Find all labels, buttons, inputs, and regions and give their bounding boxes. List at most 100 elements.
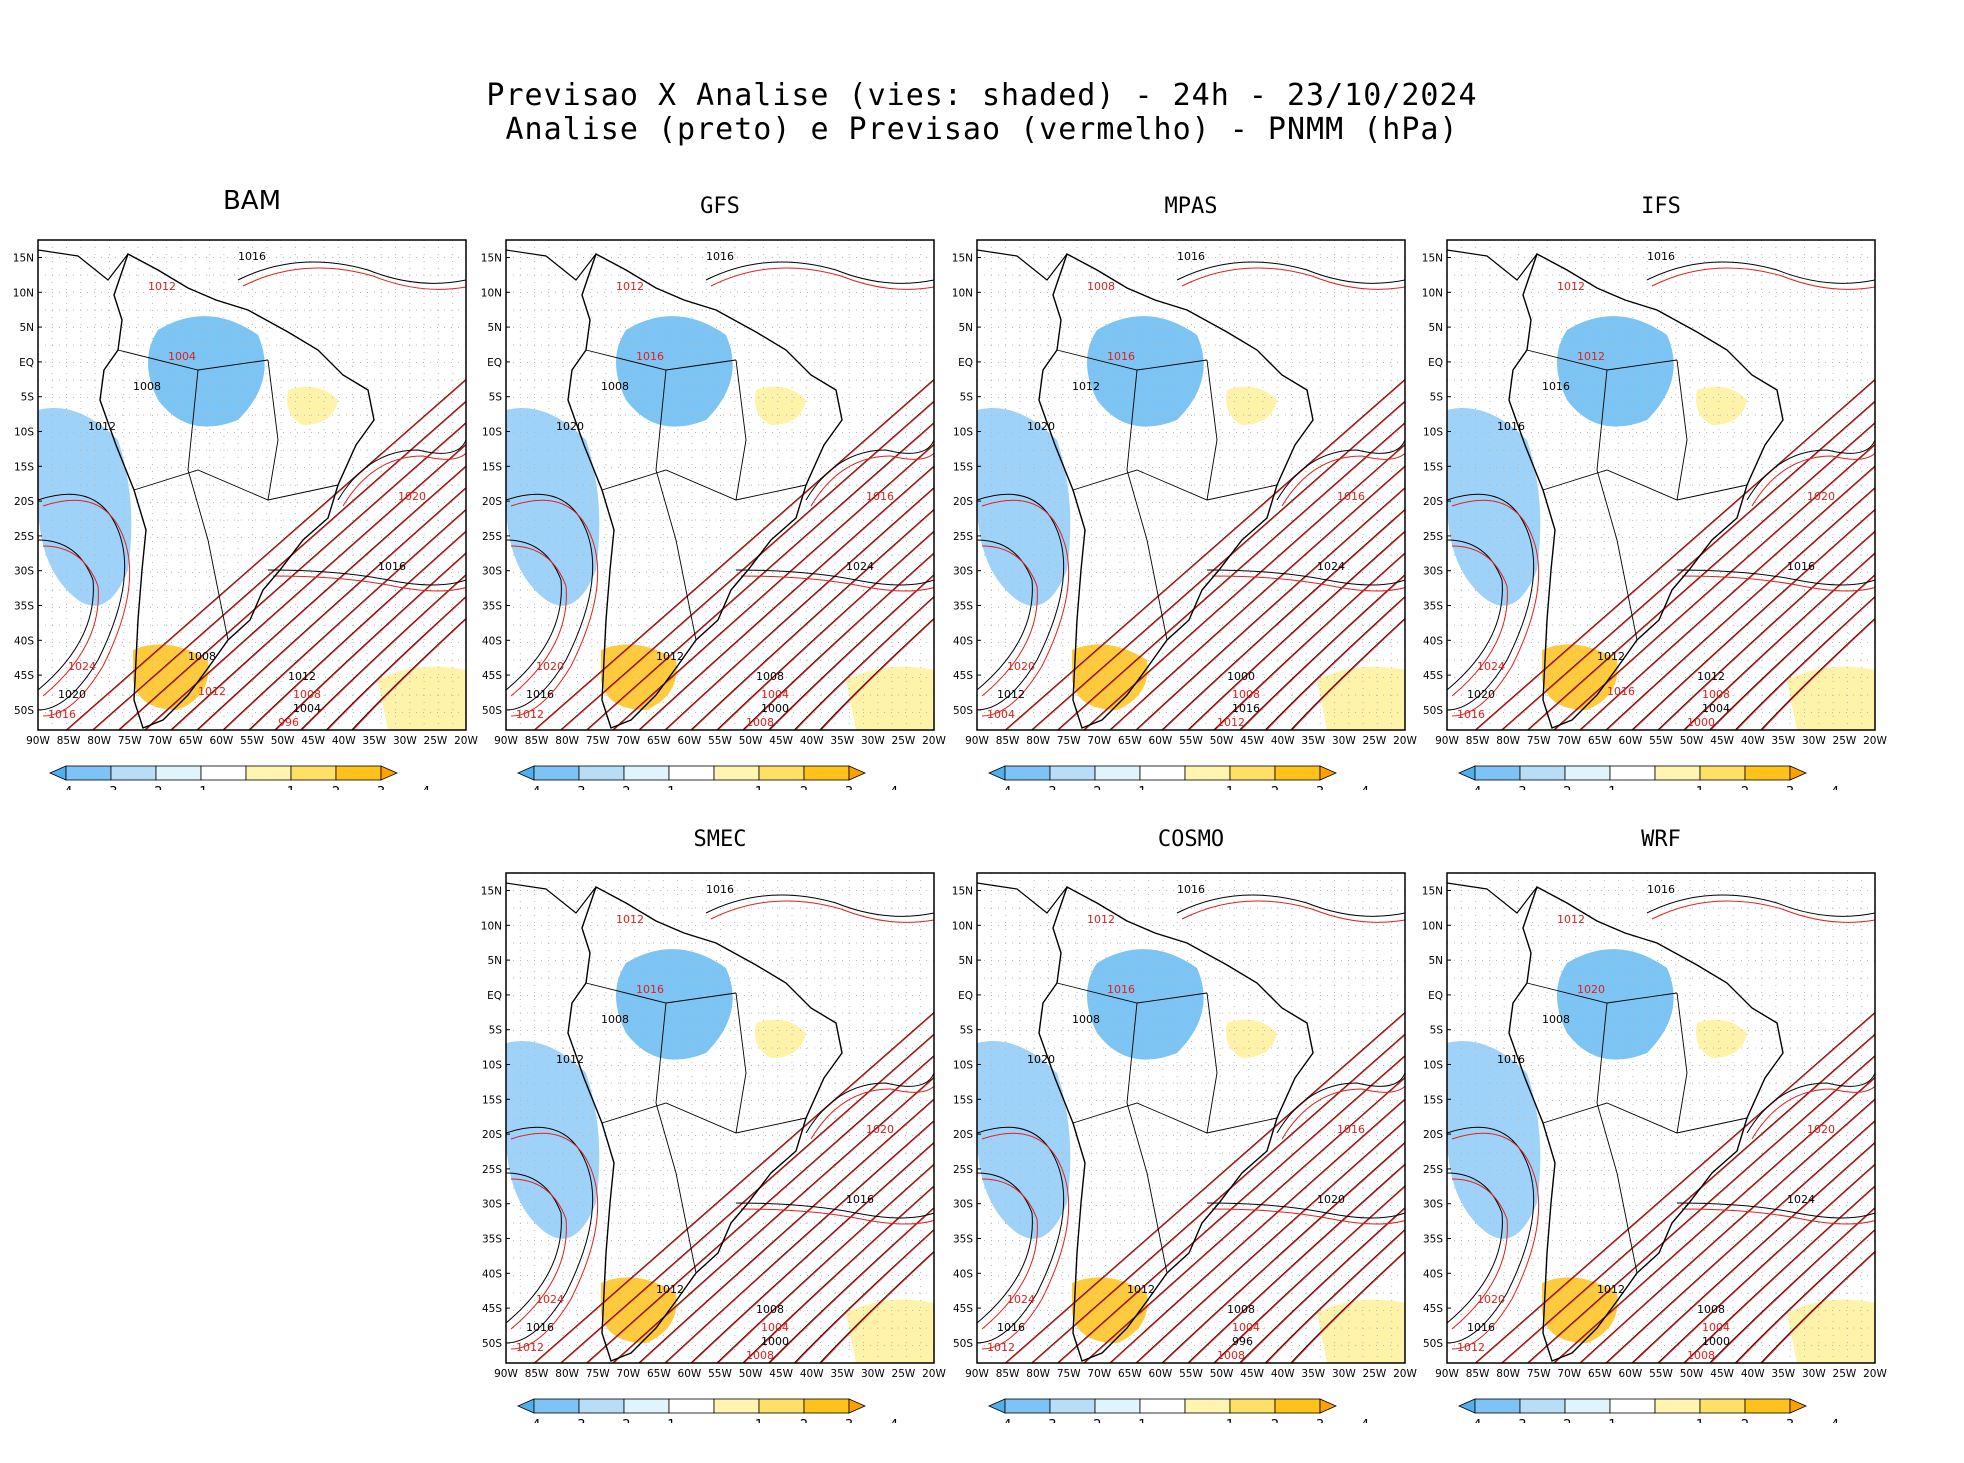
country-border — [1676, 359, 1688, 501]
forecast-isobar — [1553, 1077, 1875, 1363]
analysis-isobar — [1176, 894, 1405, 917]
longitude-tick-label: 65W — [647, 1368, 671, 1380]
contour-label: 1016 — [1542, 380, 1570, 393]
negative-bias-area — [506, 408, 600, 606]
colorbar-segment — [578, 765, 625, 781]
map-frame — [37, 239, 467, 731]
map-frame — [976, 872, 1406, 1364]
map-plot: 1016100810121016102010161024102010121004… — [952, 239, 1417, 790]
longitude-tick-label: 80W — [1496, 735, 1520, 747]
colorbar-segment — [713, 765, 760, 781]
latitude-tick-label: 30S — [1423, 1199, 1443, 1211]
contour-label: 1020 — [866, 1123, 894, 1136]
forecast-isobar — [1281, 452, 1405, 507]
map-plot: 1016 1012 1008 1020 1016 1020 1024 1020 1016 1012… — [1422, 872, 1887, 1423]
country-border — [601, 469, 807, 501]
panel-bam: BAM 1016 1012 1008 1004 1012 1020 1016 1024 1020 1… — [2, 186, 492, 830]
colorbar-label: 4 — [890, 1418, 898, 1423]
latitude-tick-label: 40S — [1423, 635, 1443, 647]
contour-label: 1012 — [1597, 650, 1625, 663]
forecast-isobar — [1083, 1077, 1405, 1363]
longitude-tick-label: 90W — [965, 1368, 989, 1380]
forecast-isobar — [1632, 1142, 1875, 1363]
longitude-tick-label: 55W — [708, 735, 732, 747]
negative-bias-area — [38, 408, 132, 606]
longitude-tick-label: 45W — [1240, 735, 1264, 747]
forecast-isobar — [1632, 509, 1875, 730]
panel-title: SMEC — [693, 827, 747, 852]
contour-label: 1012 — [1557, 913, 1585, 926]
longitude-tick-label: 65W — [1588, 1368, 1612, 1380]
forecast-isobar — [1451, 1132, 1540, 1350]
analysis-isobar — [819, 617, 934, 730]
contour-label: 1024 — [536, 1293, 564, 1306]
contour-label: 1000 — [1227, 670, 1255, 683]
latitude-tick-label: 25S — [1423, 1164, 1443, 1176]
panel-title: BAM — [222, 186, 282, 216]
forecast-isobar — [1475, 1012, 1875, 1363]
country-border — [735, 992, 747, 1134]
longitude-tick-label: 80W — [87, 735, 111, 747]
colorbar-segment — [533, 765, 580, 781]
contour-label: 1024 — [1007, 1293, 1035, 1306]
longitude-tick-label: 75W — [1527, 1368, 1551, 1380]
longitude-tick-label: 40W — [800, 735, 824, 747]
contour-label: 1016 — [1787, 560, 1815, 573]
contour-label: 1020 — [58, 688, 86, 701]
forecast-isobar — [1162, 1142, 1405, 1363]
analysis-isobar — [1276, 439, 1405, 501]
latitude-tick-label: 20S — [482, 1129, 502, 1141]
forecast-isobar — [534, 1012, 934, 1363]
forecast-isobar — [352, 618, 466, 730]
negative-bias-area — [1447, 1041, 1541, 1239]
country-border — [1126, 1002, 1168, 1274]
contour-label: 1016 — [1607, 685, 1635, 698]
contour-label: 1008 — [1687, 1349, 1715, 1362]
analysis-isobar — [1276, 1072, 1405, 1134]
longitude-tick-label: 30W — [861, 735, 885, 747]
colorbar-label: 3 — [845, 785, 853, 790]
map-area: 1016 1012 1008 1016 1012 1020 1016 1024 1016 1012… — [481, 872, 946, 1380]
forecast-isobar — [300, 574, 466, 730]
forecast-isobar — [1109, 1098, 1405, 1363]
longitude-tick-label: 30W — [861, 1368, 885, 1380]
latitude-tick-label: 10S — [14, 427, 34, 439]
forecast-isobar — [510, 545, 567, 697]
negative-bias-area — [1447, 408, 1541, 606]
longitude-tick-label: 30W — [393, 735, 417, 747]
latitude-tick-label: 40S — [953, 635, 973, 647]
contour-label: 1012 — [556, 1053, 584, 1066]
forecast-isobar — [510, 1178, 567, 1330]
forecast-isobar — [768, 1207, 934, 1363]
colorbar-label: 3 — [1316, 785, 1324, 790]
longitude-tick-label: 90W — [26, 735, 50, 747]
contour-label: 1020 — [398, 490, 426, 503]
contour-label: 1012 — [1457, 1341, 1485, 1354]
analysis-isobar — [1734, 595, 1875, 730]
contour-label: 1024 — [68, 660, 96, 673]
latitude-tick-label: 50S — [1423, 705, 1443, 717]
colorbar-segment — [1699, 765, 1746, 781]
forecast-isobar — [638, 1098, 934, 1363]
panel-title: COSMO — [1157, 827, 1225, 852]
map-frame — [976, 239, 1406, 731]
forecast-isobar — [1281, 1085, 1405, 1140]
colorbar-label: 4 — [1361, 1418, 1369, 1423]
colorbar-label: -4 — [999, 785, 1012, 790]
forecast-isobar — [223, 509, 466, 730]
coastline — [1447, 249, 1538, 281]
latitude-tick-label: 20S — [482, 496, 502, 508]
longitude-tick-label: 40W — [1271, 735, 1295, 747]
colorbar-label: 1 — [755, 785, 763, 790]
forecast-isobar — [1211, 575, 1405, 592]
latitude-tick-label: 35S — [1423, 601, 1443, 613]
longitude-tick-label: 60W — [210, 735, 234, 747]
contour-label: 1024 — [846, 560, 874, 573]
latitude-tick-label: 30S — [482, 1199, 502, 1211]
latitude-tick-label: 50S — [1423, 1338, 1443, 1350]
latitude-tick-label: 5S — [960, 1025, 974, 1037]
latitude-tick-label: 20S — [1423, 496, 1443, 508]
forecast-isobar — [1451, 499, 1540, 717]
colorbar-segment — [533, 1398, 580, 1414]
longitude-tick-label: 90W — [1435, 1368, 1459, 1380]
